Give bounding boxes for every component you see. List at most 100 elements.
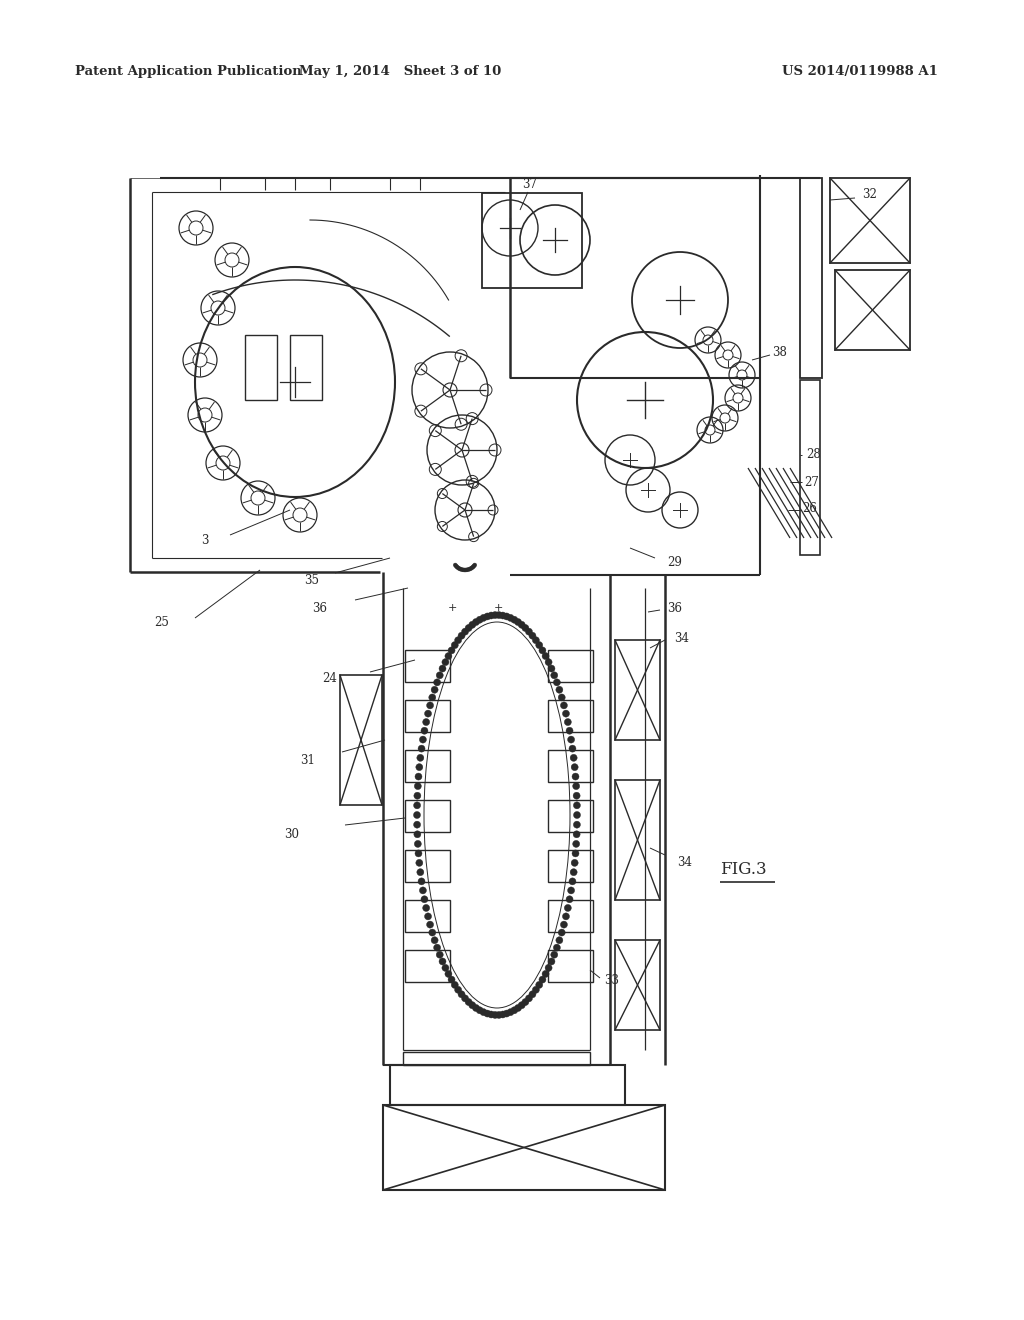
Circle shape [458, 991, 465, 998]
Text: 37: 37 [522, 178, 538, 191]
Circle shape [442, 659, 449, 665]
Circle shape [573, 812, 581, 818]
Circle shape [542, 970, 549, 977]
Circle shape [503, 612, 510, 620]
Circle shape [545, 659, 552, 665]
Circle shape [462, 568, 465, 572]
Circle shape [569, 878, 575, 884]
Circle shape [425, 913, 431, 920]
Circle shape [417, 754, 424, 762]
Bar [406, 750, 450, 781]
Circle shape [472, 564, 476, 569]
Circle shape [470, 565, 474, 569]
Bar [482, 193, 582, 288]
Circle shape [548, 958, 555, 965]
Circle shape [572, 783, 580, 789]
Circle shape [421, 727, 428, 734]
Circle shape [456, 565, 460, 569]
Bar [406, 950, 450, 982]
Circle shape [566, 896, 573, 903]
Circle shape [560, 702, 567, 709]
Circle shape [573, 801, 581, 809]
Text: 28: 28 [807, 449, 821, 462]
Circle shape [455, 986, 462, 993]
Circle shape [536, 981, 543, 989]
Circle shape [484, 612, 490, 620]
Circle shape [562, 913, 569, 920]
Text: 32: 32 [862, 189, 878, 202]
Circle shape [455, 636, 462, 644]
Circle shape [439, 665, 446, 672]
Circle shape [564, 904, 571, 911]
Circle shape [444, 652, 452, 660]
Circle shape [418, 878, 425, 884]
Circle shape [570, 754, 578, 762]
Circle shape [571, 764, 579, 771]
Circle shape [507, 1008, 514, 1015]
Circle shape [518, 622, 525, 628]
Circle shape [415, 774, 422, 780]
Circle shape [567, 737, 574, 743]
Circle shape [545, 965, 552, 972]
Text: 36: 36 [668, 602, 683, 615]
Circle shape [414, 821, 421, 828]
Circle shape [500, 612, 506, 619]
Text: 29: 29 [668, 556, 682, 569]
Circle shape [465, 624, 472, 631]
Text: 26: 26 [803, 502, 817, 515]
Bar [290, 335, 322, 400]
Circle shape [469, 566, 473, 570]
Circle shape [532, 636, 540, 644]
Circle shape [564, 718, 571, 726]
Circle shape [465, 568, 469, 572]
Circle shape [417, 869, 424, 875]
Circle shape [472, 1005, 479, 1011]
Bar [548, 750, 593, 781]
Circle shape [414, 812, 421, 818]
Bar [383, 1105, 665, 1191]
Circle shape [542, 652, 549, 660]
Circle shape [442, 965, 449, 972]
Circle shape [487, 612, 495, 619]
Circle shape [569, 744, 575, 752]
Circle shape [507, 614, 514, 622]
Circle shape [439, 958, 446, 965]
Circle shape [429, 929, 436, 936]
Bar [403, 1052, 590, 1065]
Circle shape [572, 850, 579, 857]
Circle shape [418, 744, 425, 752]
Text: 31: 31 [301, 754, 315, 767]
Circle shape [548, 665, 555, 672]
Circle shape [551, 672, 558, 678]
Bar [800, 178, 822, 378]
Circle shape [460, 568, 464, 572]
Bar [615, 640, 660, 741]
Text: 27: 27 [805, 475, 819, 488]
Circle shape [573, 792, 581, 799]
Text: 30: 30 [285, 829, 299, 842]
Circle shape [433, 678, 440, 686]
Bar [548, 850, 593, 882]
Circle shape [414, 801, 421, 809]
Circle shape [425, 710, 431, 717]
Circle shape [449, 647, 455, 653]
Circle shape [487, 1011, 495, 1018]
Circle shape [518, 1002, 525, 1008]
Circle shape [560, 921, 567, 928]
Circle shape [462, 628, 469, 635]
Circle shape [492, 611, 499, 619]
Circle shape [457, 566, 461, 570]
Circle shape [436, 672, 443, 678]
Circle shape [421, 896, 428, 903]
Bar [615, 940, 660, 1030]
Text: Patent Application Publication: Patent Application Publication [75, 66, 302, 78]
Bar [245, 335, 278, 400]
Circle shape [529, 991, 536, 998]
Circle shape [556, 686, 563, 693]
Circle shape [503, 1010, 510, 1016]
Text: FIG.3: FIG.3 [720, 862, 767, 879]
Circle shape [570, 869, 578, 875]
Circle shape [500, 1011, 506, 1018]
Bar [340, 675, 382, 805]
Bar [406, 700, 450, 733]
